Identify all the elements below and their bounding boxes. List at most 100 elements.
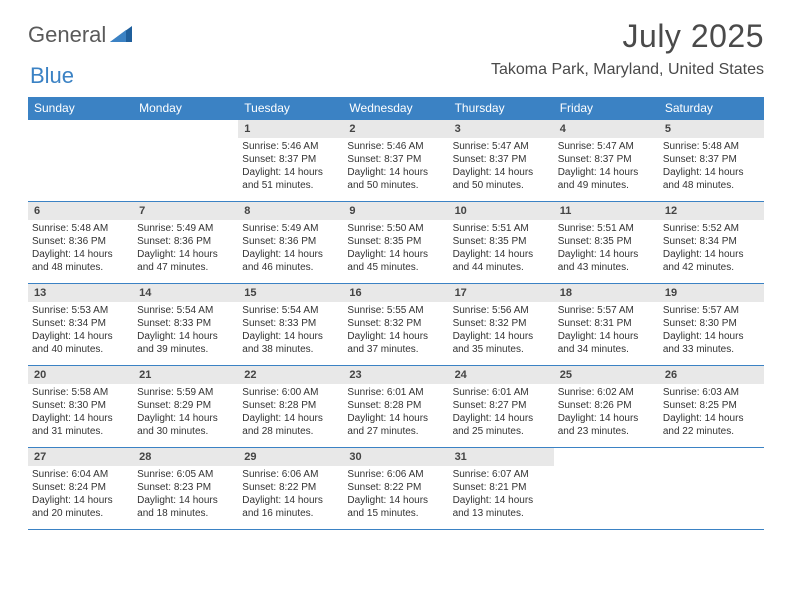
calendar-day-cell: 8Sunrise: 5:49 AMSunset: 8:36 PMDaylight… — [238, 202, 343, 284]
sunrise-text: Sunrise: 5:49 AM — [242, 222, 339, 235]
daylight-text: Daylight: 14 hours and 51 minutes. — [242, 166, 339, 192]
day-number: 18 — [554, 284, 659, 302]
calendar-body: 1Sunrise: 5:46 AMSunset: 8:37 PMDaylight… — [28, 120, 764, 530]
calendar-column-header: Sunday — [28, 97, 133, 120]
calendar-column-header: Saturday — [659, 97, 764, 120]
sunrise-text: Sunrise: 5:47 AM — [453, 140, 550, 153]
day-details: Sunrise: 5:52 AMSunset: 8:34 PMDaylight:… — [659, 220, 764, 276]
daylight-text: Daylight: 14 hours and 30 minutes. — [137, 412, 234, 438]
day-number: 6 — [28, 202, 133, 220]
daylight-text: Daylight: 14 hours and 42 minutes. — [663, 248, 760, 274]
daylight-text: Daylight: 14 hours and 45 minutes. — [347, 248, 444, 274]
day-number: 2 — [343, 120, 448, 138]
calendar-header-row: SundayMondayTuesdayWednesdayThursdayFrid… — [28, 97, 764, 120]
sunset-text: Sunset: 8:22 PM — [347, 481, 444, 494]
sunrise-text: Sunrise: 5:59 AM — [137, 386, 234, 399]
day-number: 27 — [28, 448, 133, 466]
calendar-week-row: 6 Sunrise: 5:48 AMSunset: 8:36 PM Daylight… — [28, 202, 764, 284]
sunrise-text: Sunrise: 5:57 AM — [558, 304, 655, 317]
calendar-week-row: 27Sunrise: 6:04 AMSunset: 8:24 PMDayligh… — [28, 448, 764, 530]
calendar-table: SundayMondayTuesdayWednesdayThursdayFrid… — [28, 97, 764, 530]
calendar-column-header: Friday — [554, 97, 659, 120]
day-details: Sunrise: 5:53 AMSunset: 8:34 PMDaylight:… — [28, 302, 133, 358]
day-number: 29 — [238, 448, 343, 466]
sunrise-text: Sunrise: 6:06 AM — [242, 468, 339, 481]
day-number-empty — [554, 448, 659, 466]
day-number: 10 — [449, 202, 554, 220]
calendar-column-header: Monday — [133, 97, 238, 120]
calendar-day-cell: 30Sunrise: 6:06 AMSunset: 8:22 PMDayligh… — [343, 448, 448, 530]
sunset-text: Sunset: 8:36 PM — [32, 235, 129, 248]
day-number: 7 — [133, 202, 238, 220]
calendar-day-cell — [28, 120, 133, 202]
daylight-text: Daylight: 14 hours and 28 minutes. — [242, 412, 339, 438]
sunset-text: Sunset: 8:29 PM — [137, 399, 234, 412]
sunset-text: Sunset: 8:31 PM — [558, 317, 655, 330]
sunset-text: Sunset: 8:27 PM — [453, 399, 550, 412]
day-details: Sunrise: 6:06 AMSunset: 8:22 PMDaylight:… — [238, 466, 343, 522]
calendar-day-cell: 2Sunrise: 5:46 AMSunset: 8:37 PMDaylight… — [343, 120, 448, 202]
day-details: Sunrise: 5:48 AMSunset: 8:37 PMDaylight:… — [659, 138, 764, 194]
day-details: Sunrise: 5:57 AMSunset: 8:30 PMDaylight:… — [659, 302, 764, 358]
day-number: 9 — [343, 202, 448, 220]
day-number: 20 — [28, 366, 133, 384]
calendar-day-cell: 9Sunrise: 5:50 AMSunset: 8:35 PMDaylight… — [343, 202, 448, 284]
daylight-text: Daylight: 14 hours and 38 minutes. — [242, 330, 339, 356]
calendar-day-cell: 10Sunrise: 5:51 AMSunset: 8:35 PMDayligh… — [449, 202, 554, 284]
sunset-text: Sunset: 8:26 PM — [558, 399, 655, 412]
day-number: 17 — [449, 284, 554, 302]
calendar-week-row: 13Sunrise: 5:53 AMSunset: 8:34 PMDayligh… — [28, 284, 764, 366]
calendar-day-cell — [554, 448, 659, 530]
day-number: 22 — [238, 366, 343, 384]
day-details: Sunrise: 5:51 AMSunset: 8:35 PMDaylight:… — [554, 220, 659, 276]
calendar-day-cell: 11Sunrise: 5:51 AMSunset: 8:35 PMDayligh… — [554, 202, 659, 284]
sunset-text: Sunset: 8:24 PM — [32, 481, 129, 494]
sunset-text: Sunset: 8:30 PM — [663, 317, 760, 330]
day-details: Sunrise: 5:59 AMSunset: 8:29 PMDaylight:… — [133, 384, 238, 440]
day-number: 5 — [659, 120, 764, 138]
sunrise-text: Sunrise: 5:57 AM — [663, 304, 760, 317]
calendar-day-cell: 16Sunrise: 5:55 AMSunset: 8:32 PMDayligh… — [343, 284, 448, 366]
sunset-text: Sunset: 8:37 PM — [558, 153, 655, 166]
daylight-text: Daylight: 14 hours and 44 minutes. — [453, 248, 550, 274]
day-number: 1 — [238, 120, 343, 138]
calendar-week-row: 1Sunrise: 5:46 AMSunset: 8:37 PMDaylight… — [28, 120, 764, 202]
day-details: Sunrise: 6:01 AMSunset: 8:28 PMDaylight:… — [343, 384, 448, 440]
daylight-text: Daylight: 14 hours and 50 minutes. — [453, 166, 550, 192]
calendar-day-cell: 18Sunrise: 5:57 AMSunset: 8:31 PMDayligh… — [554, 284, 659, 366]
day-number-empty — [28, 120, 133, 138]
sunrise-text: Sunrise: 5:48 AM — [32, 222, 129, 235]
daylight-text: Daylight: 14 hours and 18 minutes. — [137, 494, 234, 520]
calendar-day-cell: 17Sunrise: 5:56 AMSunset: 8:32 PMDayligh… — [449, 284, 554, 366]
daylight-text: Daylight: 14 hours and 48 minutes. — [663, 166, 760, 192]
day-number: 31 — [449, 448, 554, 466]
daylight-text: Daylight: 14 hours and 43 minutes. — [558, 248, 655, 274]
daylight-text: Daylight: 14 hours and 22 minutes. — [663, 412, 760, 438]
sunrise-text: Sunrise: 6:01 AM — [347, 386, 444, 399]
logo-text-blue: Blue — [30, 63, 74, 89]
sunrise-text: Sunrise: 5:51 AM — [453, 222, 550, 235]
sunset-text: Sunset: 8:25 PM — [663, 399, 760, 412]
sunset-text: Sunset: 8:23 PM — [137, 481, 234, 494]
calendar-day-cell: 28Sunrise: 6:05 AMSunset: 8:23 PMDayligh… — [133, 448, 238, 530]
calendar-week-row: 20Sunrise: 5:58 AMSunset: 8:30 PMDayligh… — [28, 366, 764, 448]
day-details: Sunrise: 6:02 AMSunset: 8:26 PMDaylight:… — [554, 384, 659, 440]
day-number-empty — [659, 448, 764, 466]
day-details: Sunrise: 5:55 AMSunset: 8:32 PMDaylight:… — [343, 302, 448, 358]
sunset-text: Sunset: 8:28 PM — [347, 399, 444, 412]
calendar-day-cell: 21Sunrise: 5:59 AMSunset: 8:29 PMDayligh… — [133, 366, 238, 448]
daylight-text: Daylight: 14 hours and 16 minutes. — [242, 494, 339, 520]
calendar-day-cell: 25Sunrise: 6:02 AMSunset: 8:26 PMDayligh… — [554, 366, 659, 448]
day-number: 14 — [133, 284, 238, 302]
daylight-text: Daylight: 14 hours and 46 minutes. — [242, 248, 339, 274]
calendar-day-cell — [659, 448, 764, 530]
daylight-text: Daylight: 14 hours and 25 minutes. — [453, 412, 550, 438]
calendar-day-cell: 14Sunrise: 5:54 AMSunset: 8:33 PMDayligh… — [133, 284, 238, 366]
day-details: Sunrise: 5:47 AMSunset: 8:37 PMDaylight:… — [449, 138, 554, 194]
day-details: Sunrise: 6:04 AMSunset: 8:24 PMDaylight:… — [28, 466, 133, 522]
sunrise-text: Sunrise: 6:01 AM — [453, 386, 550, 399]
location: Takoma Park, Maryland, United States — [491, 61, 764, 79]
day-number: 3 — [449, 120, 554, 138]
calendar-column-header: Wednesday — [343, 97, 448, 120]
day-details: Sunrise: 6:07 AMSunset: 8:21 PMDaylight:… — [449, 466, 554, 522]
